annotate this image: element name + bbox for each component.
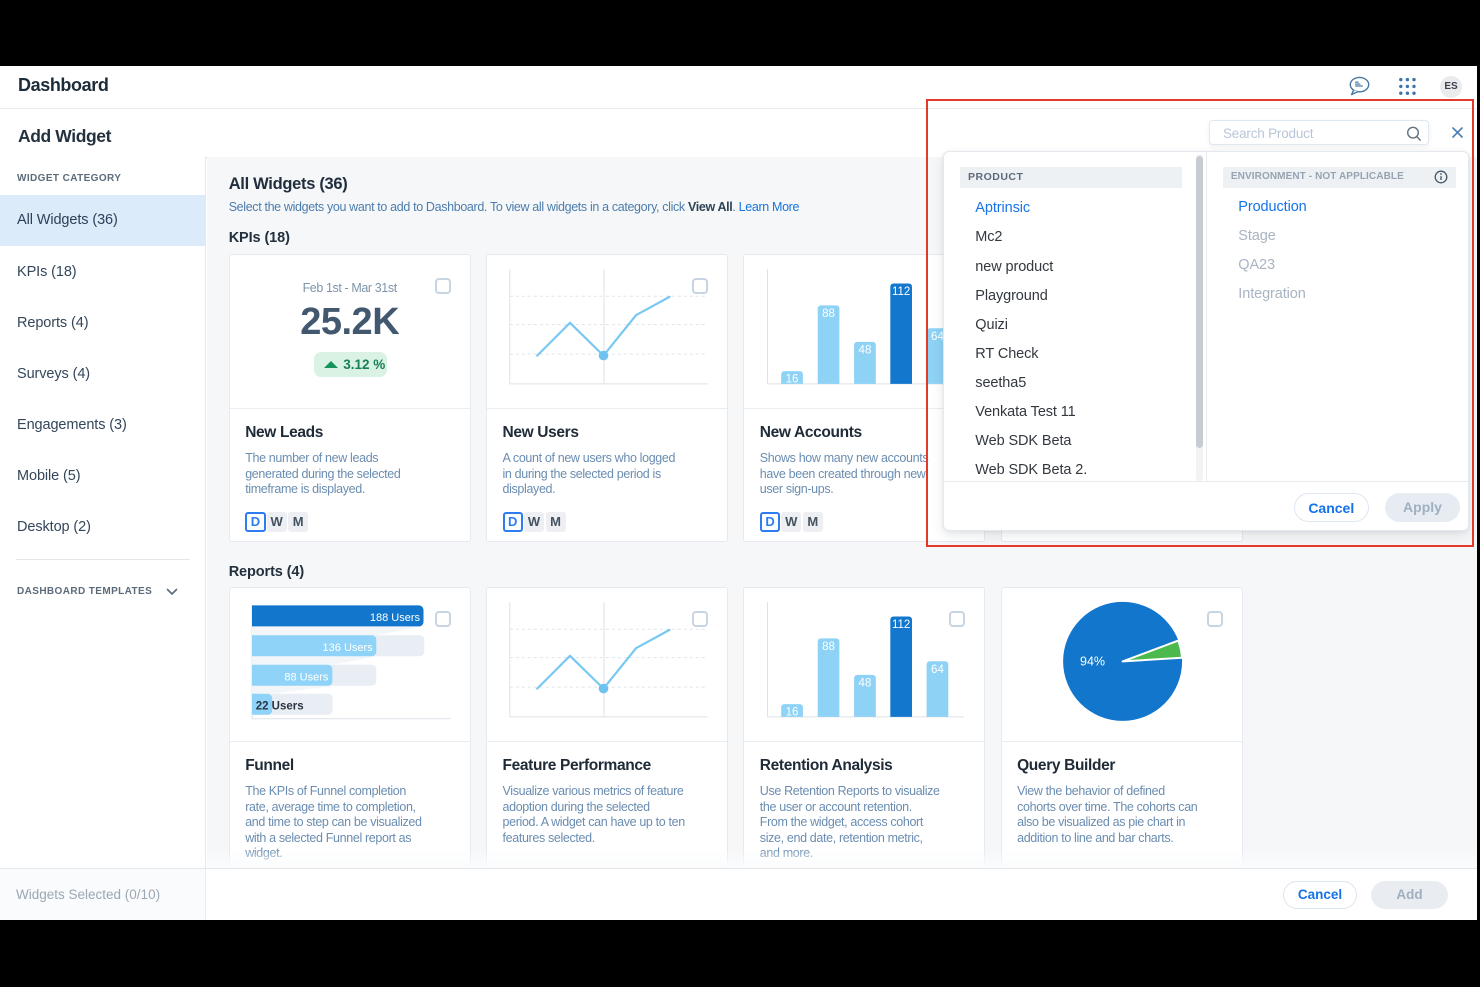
svg-text:64: 64 <box>931 331 944 343</box>
svg-text:22 Users: 22 Users <box>255 700 303 712</box>
svg-text:136 Users: 136 Users <box>322 642 373 654</box>
svg-text:48: 48 <box>859 677 872 689</box>
svg-text:48: 48 <box>859 345 872 357</box>
svg-text:16: 16 <box>786 707 799 719</box>
svg-text:64: 64 <box>931 664 944 676</box>
svg-text:88: 88 <box>822 641 835 653</box>
svg-text:188 Users: 188 Users <box>370 612 421 624</box>
svg-text:88 Users: 88 Users <box>284 671 329 683</box>
svg-text:112: 112 <box>892 619 910 631</box>
svg-text:112: 112 <box>892 286 910 298</box>
svg-text:16: 16 <box>786 374 799 386</box>
svg-text:88: 88 <box>822 308 835 320</box>
svg-text:94%: 94% <box>1080 655 1105 669</box>
